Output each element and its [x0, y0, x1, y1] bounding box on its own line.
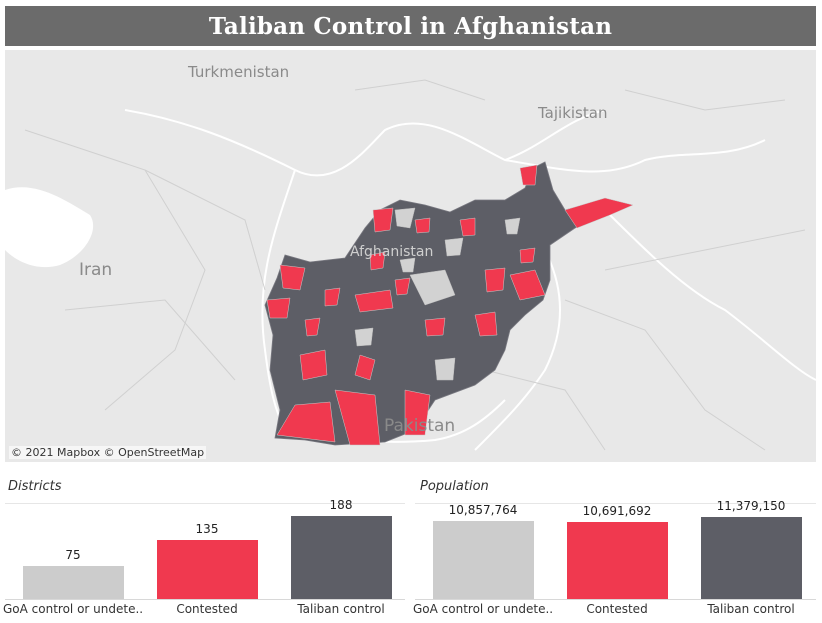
map-attribution[interactable]: © 2021 Mapbox © OpenStreetMap — [9, 446, 207, 459]
population-category-label: Taliban control — [707, 602, 795, 616]
population-bar-goa[interactable] — [432, 520, 534, 599]
districts-top-rule — [5, 503, 405, 504]
pakistan-label: Pakistan — [384, 416, 456, 436]
population-value-label: 11,379,150 — [716, 498, 786, 513]
districts-bar-goa[interactable] — [22, 566, 124, 599]
province-borders — [24, 79, 806, 451]
districts-bar-taliban[interactable] — [290, 516, 392, 599]
districts-category-label: Contested — [176, 602, 238, 616]
districts-baseline — [5, 599, 405, 600]
iran-label: Iran — [79, 260, 113, 280]
afghanistan-label: Afghanistan — [350, 244, 434, 260]
districts-bar-contested[interactable] — [156, 539, 258, 599]
population-value-label: 10,857,764 — [448, 502, 518, 517]
population-bar-taliban[interactable] — [700, 516, 802, 599]
dashboard-title: Taliban Control in Afghanistan — [208, 12, 613, 40]
dashboard-title-bar: Taliban Control in Afghanistan — [5, 6, 816, 46]
districts-value-label: 135 — [195, 521, 219, 536]
contested-districts[interactable] — [266, 164, 634, 446]
population-category-label: GoA control or undete.. — [413, 602, 554, 616]
districts-panel-title: Districts — [8, 479, 62, 494]
population-bar-contested[interactable] — [566, 521, 668, 599]
population-top-rule — [415, 503, 816, 504]
goa-districts[interactable] — [354, 207, 521, 381]
turkmenistan-label: Turkmenistan — [188, 63, 290, 81]
caspian-sea — [5, 187, 94, 268]
districts-value-label: 188 — [329, 498, 353, 513]
districts-value-label: 75 — [65, 548, 81, 562]
districts-category-label: GoA control or undete.. — [3, 602, 144, 616]
districts-category-label: Taliban control — [297, 602, 385, 616]
tajikistan-label: Tajikistan — [538, 104, 608, 122]
population-category-label: Contested — [586, 602, 648, 616]
map-canvas[interactable] — [5, 50, 816, 462]
population-baseline — [415, 599, 816, 600]
population-panel-title: Population — [420, 479, 489, 494]
population-value-label: 10,691,692 — [582, 503, 652, 518]
afghanistan-map[interactable]: Turkmenistan Tajikistan Iran Afghanistan… — [5, 50, 816, 462]
